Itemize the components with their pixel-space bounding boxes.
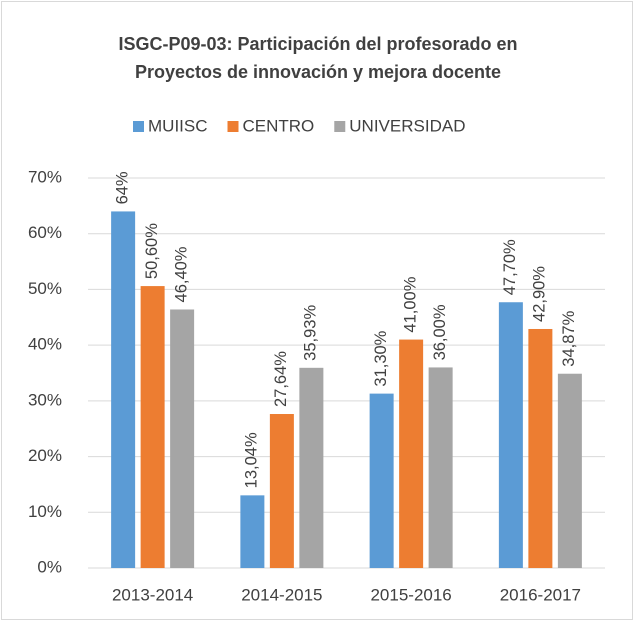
bar — [369, 393, 394, 568]
value-label: 46,40% — [172, 246, 190, 302]
x-tick-label: 2013-2014 — [112, 585, 193, 604]
bar — [299, 367, 324, 568]
chart-title: ISGC-P09-03: Participación del profesora… — [118, 34, 517, 54]
value-label: 41,00% — [401, 276, 419, 332]
value-label: 34,87% — [560, 310, 578, 366]
chart-title: Proyectos de innovación y mejora docente — [135, 62, 501, 82]
y-tick-label: 30% — [28, 390, 62, 409]
bar — [140, 286, 165, 568]
value-label: 36,00% — [431, 304, 449, 360]
legend-label: CENTRO — [243, 116, 315, 135]
value-label: 27,64% — [272, 351, 290, 407]
legend-swatch — [334, 121, 346, 132]
bar — [428, 367, 453, 568]
value-label: 31,30% — [372, 330, 390, 386]
value-label: 35,93% — [302, 305, 320, 361]
value-label: 42,90% — [531, 266, 549, 322]
value-label: 64% — [113, 171, 131, 204]
y-tick-label: 20% — [28, 446, 62, 465]
value-label: 13,04% — [243, 432, 261, 488]
legend-swatch — [227, 121, 239, 132]
legend-swatch — [133, 121, 144, 132]
bar — [111, 211, 136, 568]
legend-label: MUIISC — [148, 116, 208, 135]
y-tick-label: 40% — [28, 335, 62, 354]
bar — [240, 495, 265, 568]
bar — [528, 328, 553, 568]
x-tick-label: 2015-2016 — [370, 585, 451, 604]
y-tick-label: 50% — [28, 279, 62, 298]
y-tick-label: 70% — [28, 167, 62, 186]
bar — [170, 309, 195, 568]
y-tick-label: 10% — [28, 502, 62, 521]
bar — [269, 414, 294, 568]
x-tick-label: 2014-2015 — [241, 585, 322, 604]
y-tick-label: 0% — [37, 557, 62, 576]
legend-label: UNIVERSIDAD — [349, 116, 465, 135]
bar — [498, 302, 523, 568]
value-label: 47,70% — [501, 239, 519, 295]
bar — [557, 373, 582, 568]
bar — [399, 339, 424, 568]
x-tick-label: 2016-2017 — [500, 585, 581, 604]
value-label: 50,60% — [143, 223, 161, 279]
y-tick-label: 60% — [28, 223, 62, 242]
